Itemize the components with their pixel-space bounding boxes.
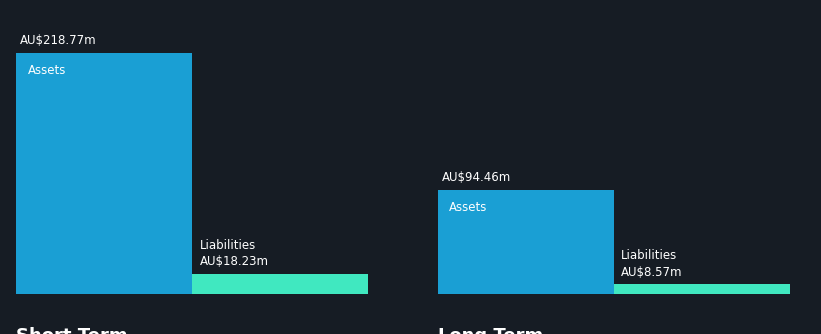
Text: Long Term: Long Term [438,327,544,334]
Text: Liabilities: Liabilities [621,249,677,262]
Text: AU$218.77m: AU$218.77m [20,34,97,47]
Text: Liabilities: Liabilities [200,239,256,252]
Bar [614,285,790,294]
Bar [192,274,369,294]
Text: AU$94.46m: AU$94.46m [442,171,511,184]
Text: Assets: Assets [27,64,66,77]
Bar [438,190,614,294]
Text: AU$18.23m: AU$18.23m [200,255,268,268]
Text: AU$8.57m: AU$8.57m [621,266,683,279]
Text: Assets: Assets [449,201,488,214]
Bar [16,53,192,294]
Text: Short Term: Short Term [16,327,128,334]
